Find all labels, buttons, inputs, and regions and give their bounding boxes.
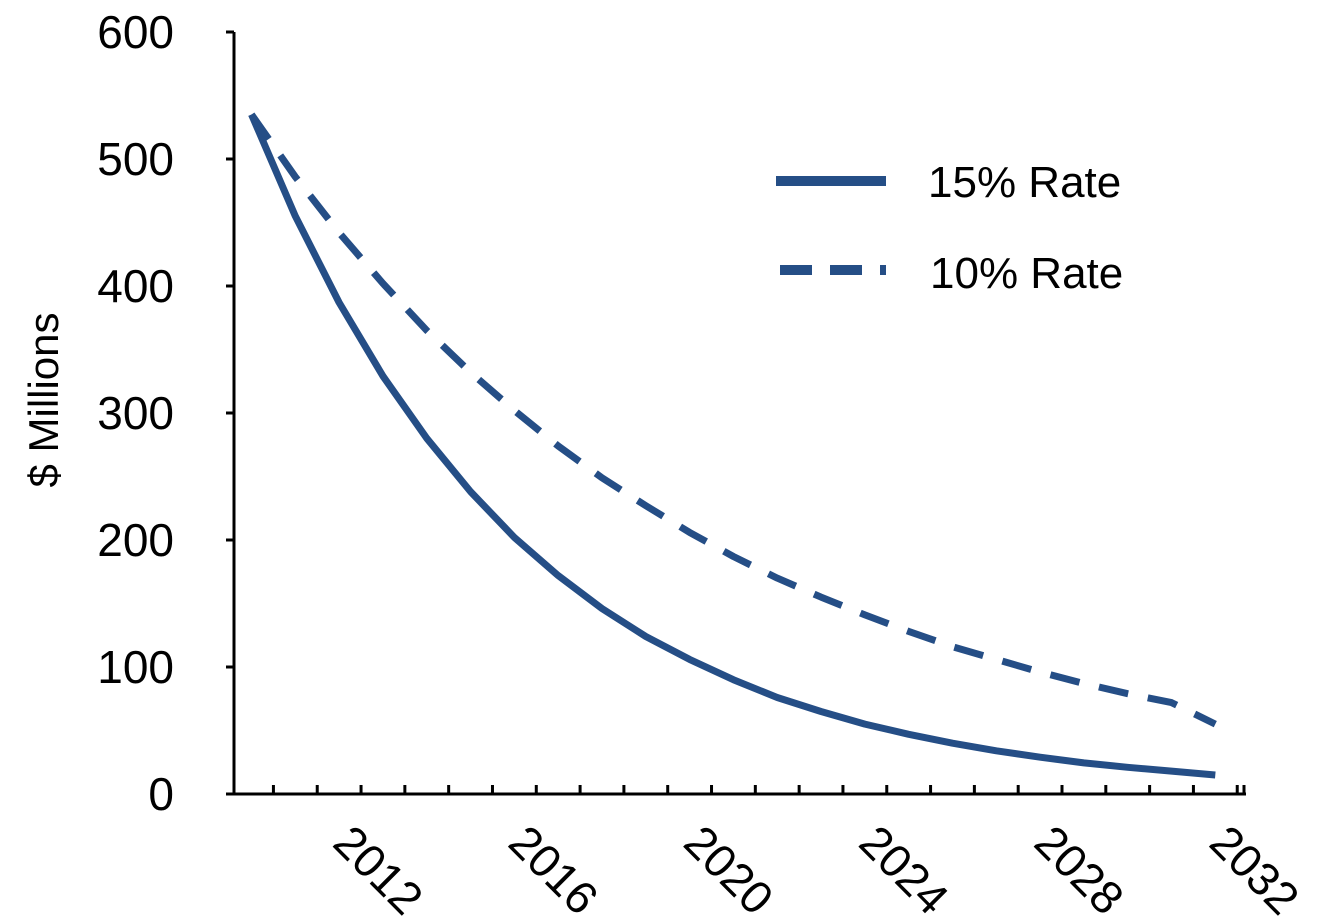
y-tick-label: 400 xyxy=(97,260,174,312)
x-axis: 2012 2016 2020 2024 2028 2032 xyxy=(232,785,1309,924)
y-ticks: 0 100 200 300 400 500 600 xyxy=(97,6,234,820)
legend-label-15-rate: 15% Rate xyxy=(928,158,1121,207)
legend-label-10-rate: 10% Rate xyxy=(930,249,1123,298)
x-tick-label: 2012 xyxy=(324,815,433,924)
y-axis: 0 100 200 300 400 500 600 xyxy=(97,6,236,820)
y-tick-label: 0 xyxy=(148,768,174,820)
y-tick-label: 100 xyxy=(97,641,174,693)
y-tick-label: 600 xyxy=(97,6,174,58)
x-tick-label: 2016 xyxy=(499,815,608,924)
series-line-15-rate xyxy=(248,113,1216,779)
y-axis-title: $ Millions xyxy=(20,312,67,487)
series-line-10-rate xyxy=(248,112,1217,728)
y-tick-label: 200 xyxy=(97,514,174,566)
x-tick-label: 2020 xyxy=(674,815,783,924)
legend: 15% Rate 10% Rate xyxy=(776,158,1123,298)
x-tick-label: 2032 xyxy=(1200,815,1309,924)
y-tick-label: 300 xyxy=(97,387,174,439)
y-tick-label: 500 xyxy=(97,133,174,185)
series-layer xyxy=(248,112,1217,779)
x-tick-label: 2024 xyxy=(850,815,959,924)
x-tick-label: 2028 xyxy=(1025,815,1134,924)
x-ticks: 2012 2016 2020 2024 2028 2032 xyxy=(271,785,1309,924)
